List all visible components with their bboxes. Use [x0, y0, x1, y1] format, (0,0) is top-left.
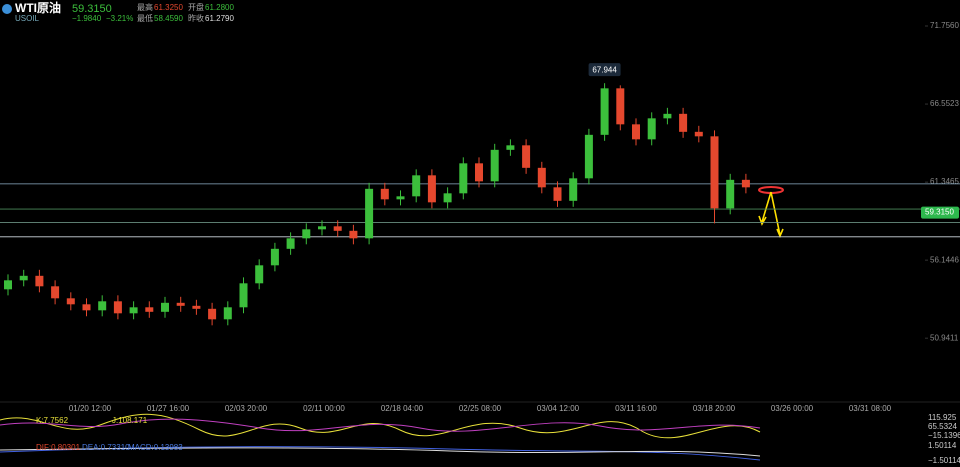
candle-body — [443, 193, 452, 203]
candle-body — [380, 188, 389, 200]
kdj-axis: 65.5324 — [928, 422, 957, 431]
y-tick-label: 71.7560 — [930, 21, 959, 30]
value: 61.2790 — [205, 14, 234, 23]
candle-body — [600, 88, 609, 135]
x-tick-label: 02/18 04:00 — [381, 404, 424, 413]
candle-body — [161, 302, 169, 312]
x-tick-label: 02/25 08:00 — [459, 404, 502, 413]
candle-body — [113, 301, 122, 314]
candle-body — [741, 179, 750, 188]
candle-body — [51, 286, 60, 299]
x-tick-label: 03/31 08:00 — [849, 404, 892, 413]
candle-body — [584, 134, 593, 179]
candle-body — [396, 196, 405, 200]
candle-body — [616, 88, 625, 125]
macd-axis: 1.50114 — [928, 441, 957, 450]
change-pct: −3.21% — [106, 14, 133, 23]
candle-body — [427, 175, 436, 203]
y-tick-label: 66.5523 — [930, 99, 959, 108]
kdj-line — [0, 413, 761, 439]
macd-label: DIF:0.80301 — [36, 443, 81, 452]
candle-body — [192, 305, 201, 309]
kdj-axis: −15.1396 — [928, 431, 960, 440]
candle-body — [66, 298, 75, 305]
y-tick-label: 56.1446 — [930, 255, 959, 264]
candle-body — [19, 275, 28, 281]
candle-body — [223, 307, 232, 320]
candle-body — [710, 136, 719, 209]
change: −1.9840 — [72, 14, 102, 23]
candle-body — [647, 118, 656, 140]
candle-body — [490, 149, 499, 182]
candle-body — [270, 248, 279, 266]
candle-body — [176, 302, 185, 306]
kdj-axis: 115.925 — [928, 413, 957, 422]
candle-body — [318, 226, 326, 230]
kdj-line — [0, 418, 761, 432]
kdj-label: J:108.171 — [112, 416, 148, 425]
peak-box — [588, 63, 621, 77]
candle-body — [286, 238, 295, 249]
price-tag-label: 59.3150 — [925, 208, 954, 217]
candle-body — [145, 307, 154, 312]
peak-label: 67.944 — [592, 65, 617, 74]
candle-body — [537, 167, 546, 188]
label: 昨收 — [188, 13, 204, 23]
price: 59.3150 — [72, 3, 112, 15]
candle-body — [129, 307, 138, 314]
value: 61.2800 — [205, 3, 234, 12]
candle-body — [663, 113, 672, 119]
x-tick-label: 02/03 20:00 — [225, 404, 268, 413]
y-tick-label: 61.3465 — [930, 177, 959, 186]
kdj-label: K:7.7562 — [36, 416, 69, 425]
candle-body — [349, 230, 358, 239]
x-tick-label: 03/11 16:00 — [615, 404, 657, 413]
label: 开盘 — [188, 2, 204, 12]
x-tick-label: 01/20 12:00 — [69, 404, 112, 413]
candle-body — [506, 145, 515, 150]
macd-axis: −1.50114 — [928, 456, 960, 465]
macd-label: DEA:0.73310 — [82, 443, 130, 452]
candle-body — [365, 188, 374, 239]
candle-body — [569, 178, 578, 201]
x-tick-label: 03/18 20:00 — [693, 404, 736, 413]
candle-body — [4, 280, 12, 290]
candle-body — [679, 113, 688, 132]
candle-body — [35, 275, 44, 287]
candle-body — [333, 226, 342, 231]
candle-body — [82, 304, 91, 311]
symbol-icon — [2, 4, 12, 14]
x-tick-label: 01/27 16:00 — [147, 404, 190, 413]
candle-body — [694, 131, 703, 137]
candle-body — [302, 229, 311, 239]
candle-body — [459, 163, 468, 194]
candle-body — [208, 308, 217, 320]
value: 61.3250 — [154, 3, 183, 12]
x-tick-label: 02/11 00:00 — [303, 404, 345, 413]
label: 最高 — [137, 2, 153, 12]
y-tick-label: 50.9411 — [930, 333, 959, 342]
candle-body — [239, 283, 248, 308]
candle-body — [522, 145, 531, 168]
candle-body — [98, 301, 107, 311]
code: USOIL — [15, 14, 40, 23]
candle-body — [255, 265, 264, 284]
candle-body — [412, 175, 421, 197]
value: 58.4590 — [154, 14, 183, 23]
symbol[interactable]: WTI原油 — [15, 0, 61, 15]
x-tick-label: 03/04 12:00 — [537, 404, 580, 413]
macd-line — [0, 447, 761, 457]
label: 最低 — [137, 13, 153, 23]
candle-body — [632, 124, 640, 140]
candle-body — [726, 179, 735, 209]
macd-label: MACD:0.13983 — [128, 443, 183, 452]
candle-body — [553, 187, 562, 201]
x-tick-label: 03/26 00:00 — [771, 404, 814, 413]
candle-body — [475, 163, 483, 182]
annotation-arrows — [758, 191, 784, 239]
price-tag — [921, 206, 959, 219]
